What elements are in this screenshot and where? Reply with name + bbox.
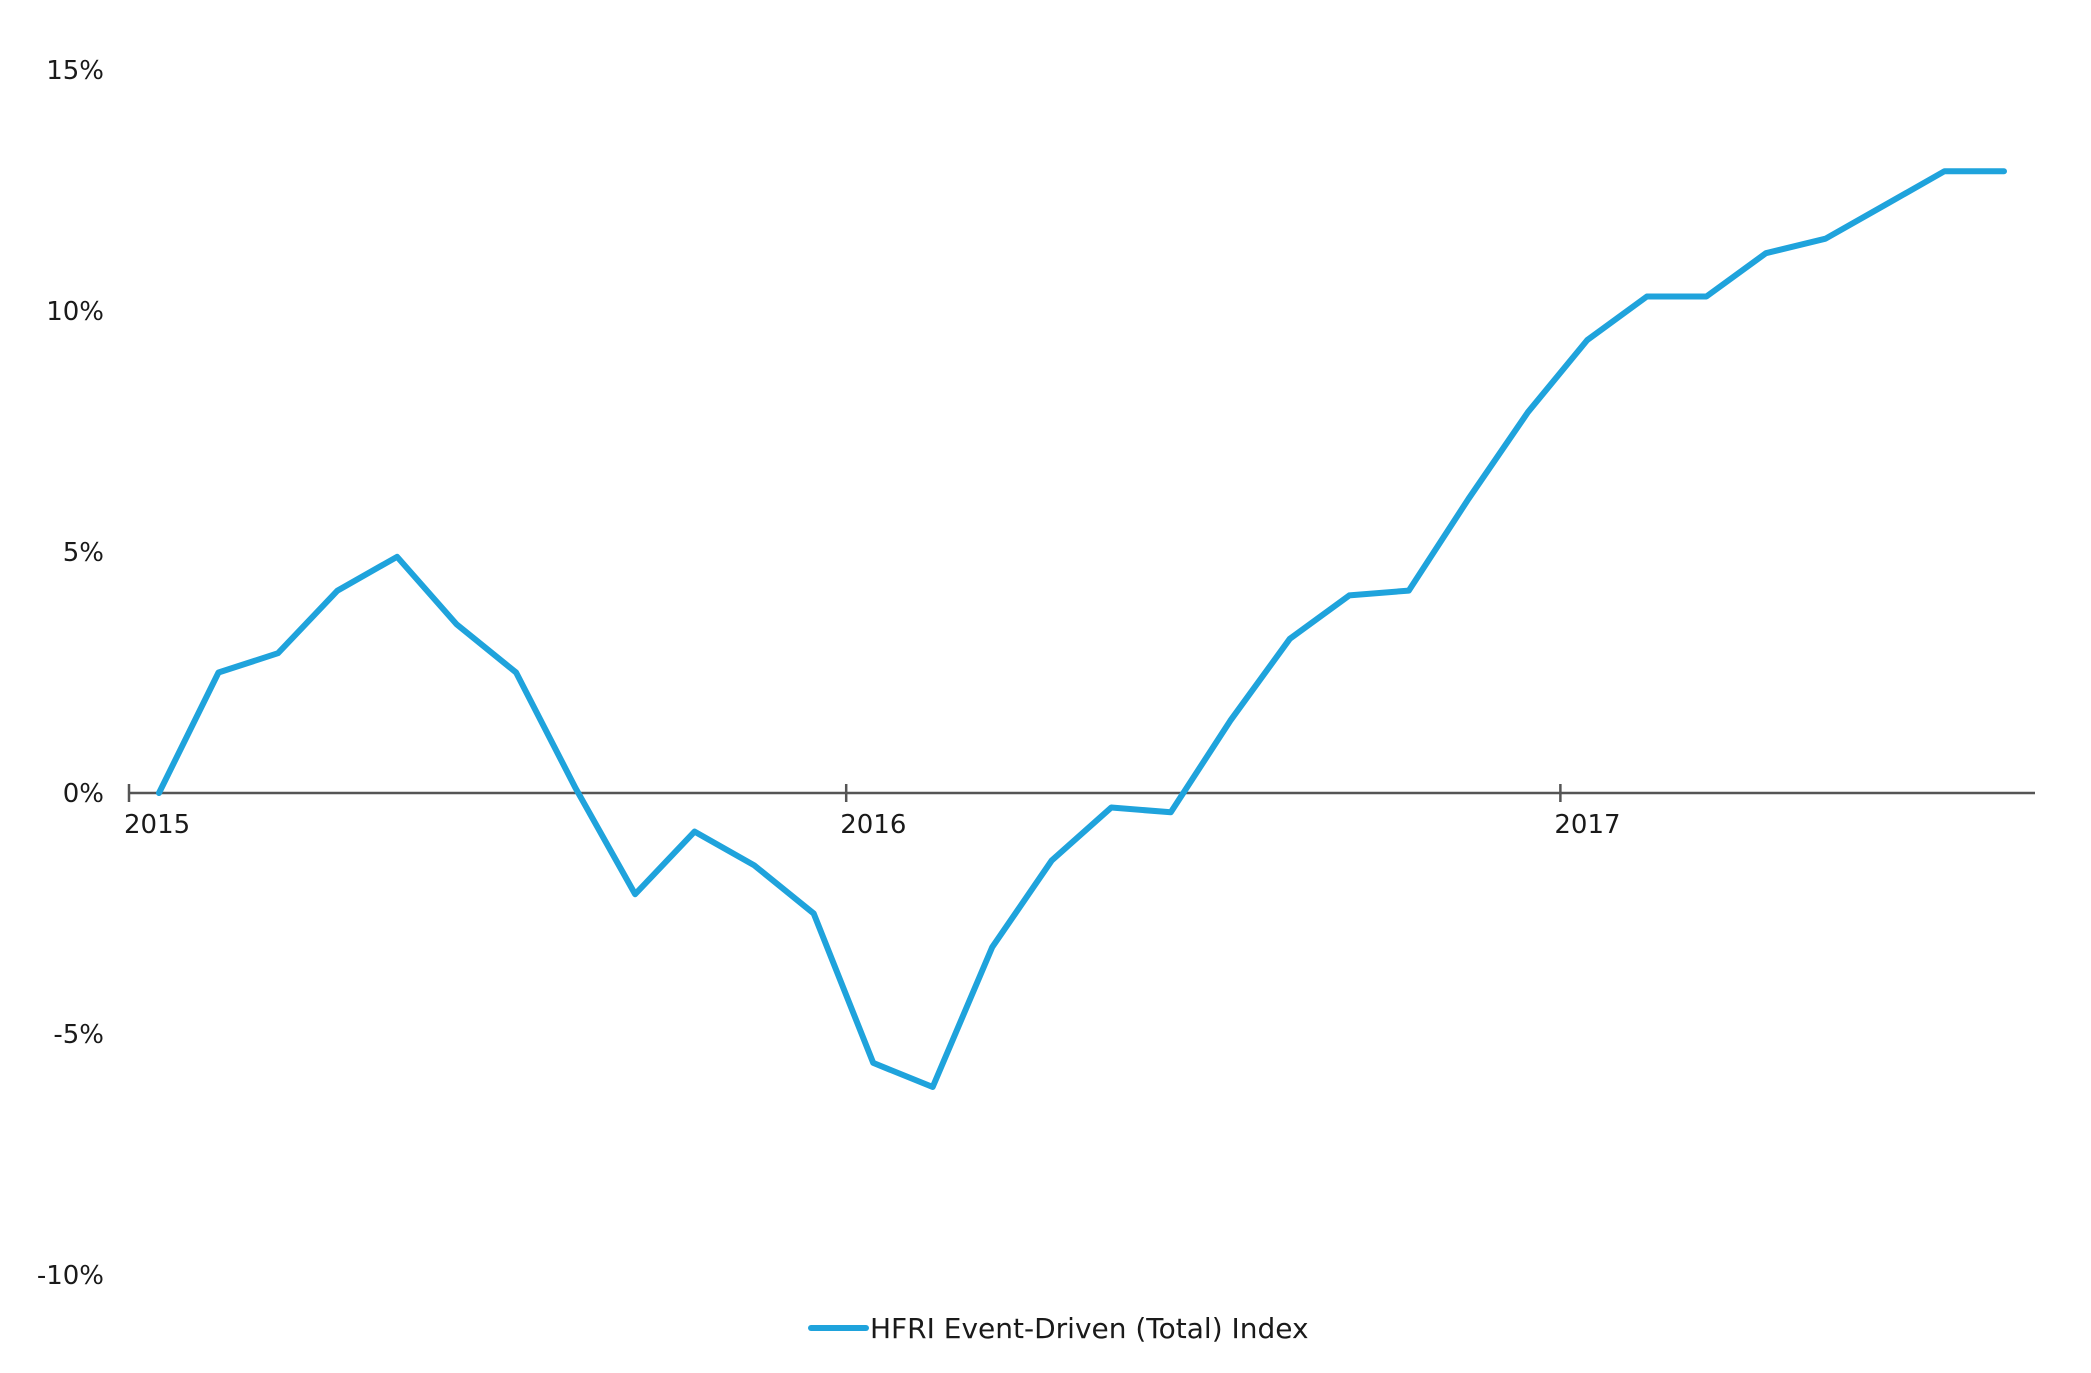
legend-label: HFRI Event-Driven (Total) Index <box>870 1312 1309 1345</box>
y-axis-ticks: 15% 10% 5% 0% -5% -10% <box>37 56 104 1291</box>
series-line <box>156 168 2007 1090</box>
y-tick-label: -10% <box>37 1261 104 1291</box>
x-axis: 2015 2016 2017 <box>124 784 2035 840</box>
legend: HFRI Event-Driven (Total) Index <box>808 1312 1309 1345</box>
x-tick-label: 2016 <box>840 810 906 840</box>
series-layer <box>156 168 2007 1090</box>
y-tick-label: 5% <box>63 538 104 568</box>
x-tick-label: 2017 <box>1554 810 1620 840</box>
y-tick-label: -5% <box>53 1020 104 1050</box>
y-tick-label: 15% <box>46 56 104 86</box>
x-tick-label: 2015 <box>124 810 190 840</box>
y-tick-label: 10% <box>46 297 104 327</box>
y-tick-label: 0% <box>63 779 104 809</box>
